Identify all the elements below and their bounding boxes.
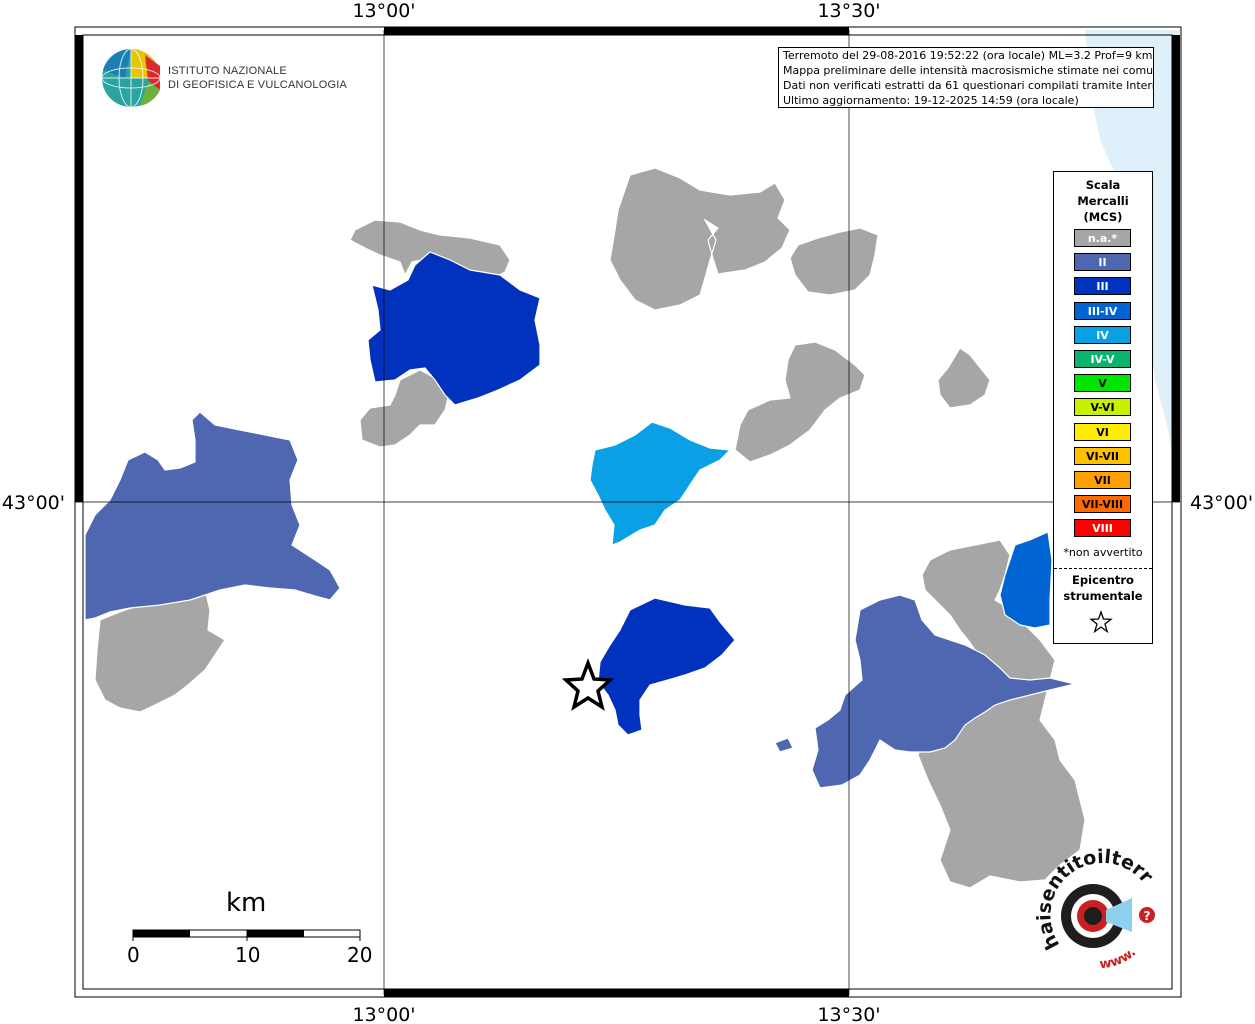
legend-item: V [1074, 374, 1131, 393]
frame-segment [75, 35, 83, 502]
legend-divider [1054, 568, 1152, 569]
scale-bar-label-20: 20 [347, 943, 373, 967]
legend-item: VIII [1074, 519, 1131, 538]
legend-item: IV [1074, 325, 1131, 344]
legend-item: n.a.* [1074, 229, 1131, 247]
scale-bar-label-0: 0 [127, 943, 140, 967]
info-line-1: Terremoto del 29-08-2016 19:52:22 (ora l… [783, 49, 1153, 62]
frame-segment [384, 989, 849, 997]
frame-segment [384, 27, 849, 35]
ingv-globe-icon [101, 48, 161, 108]
legend-note: *non avvertito [1063, 546, 1143, 559]
legend-item: VII [1074, 471, 1131, 489]
region-na [789, 227, 879, 296]
axis-left-label: 43°00' [2, 492, 65, 514]
legend-item: III-IV [1074, 301, 1131, 320]
intensity-legend: Scala Mercalli (MCS) n.a.* II III III-IV IV I… [1053, 171, 1153, 644]
axis-top-left-label: 13°00' [352, 0, 415, 22]
region-na [734, 341, 866, 463]
axis-right-label: 43°00' [1190, 492, 1253, 514]
legend-item: III [1074, 277, 1131, 296]
logo-line-1: ISTITUTO NAZIONALE [168, 65, 287, 77]
scale-bar-title: km [226, 888, 267, 918]
legend-item: II [1074, 253, 1131, 272]
axis-bottom-right-label: 13°30' [817, 1004, 880, 1024]
legend-item: IV-V [1074, 350, 1131, 368]
info-line-3: Dati non verificati estratti da 61 quest… [783, 79, 1154, 92]
scale-bar-label-10: 10 [235, 943, 261, 967]
region-na [937, 347, 991, 409]
axis-bottom-left-label: 13°00' [352, 1004, 415, 1024]
epicenter-star-icon [561, 658, 615, 711]
legend-epicenter-label: Epicentro strumentale [1063, 573, 1143, 603]
region-intensity-ii [774, 737, 794, 753]
legend-star-icon [1089, 610, 1113, 634]
frame-segment [1172, 35, 1180, 502]
info-line-2: Mappa preliminare delle intensità macros… [783, 64, 1154, 77]
region-intensity-iii [597, 597, 736, 736]
info-line-4: Ultimo aggiornamento: 19-12-2025 14:59 (… [783, 94, 1079, 107]
region-intensity-iii-iv [999, 531, 1053, 629]
logo-line-2: DI GEOFISICA E VULCANOLOGIA [168, 79, 347, 91]
scale-bar [132, 929, 361, 941]
axis-top-right-label: 13°30' [817, 0, 880, 22]
legend-item: VI [1074, 422, 1131, 441]
region-intensity-ii [84, 411, 341, 621]
legend-item: V-VI [1074, 398, 1131, 417]
svg-text:www.: www. [1099, 945, 1139, 972]
svg-text:?: ? [1144, 909, 1151, 923]
ingv-logo-text: ISTITUTO NAZIONALE DI GEOFISICA E VULCAN… [168, 64, 347, 92]
legend-item: VII-VIII [1074, 495, 1131, 514]
legend-title: Scala Mercalli (MCS) [1077, 178, 1129, 224]
region-intensity-iv [589, 421, 732, 546]
sea-area [1085, 30, 1180, 500]
event-info-box: Terremoto del 29-08-2016 19:52:22 (ora l… [778, 47, 1154, 108]
region-intensity-ii [811, 594, 1076, 789]
legend-item: VI-VII [1074, 446, 1131, 465]
region-na [609, 167, 791, 311]
region-intensity-iii [367, 251, 541, 406]
